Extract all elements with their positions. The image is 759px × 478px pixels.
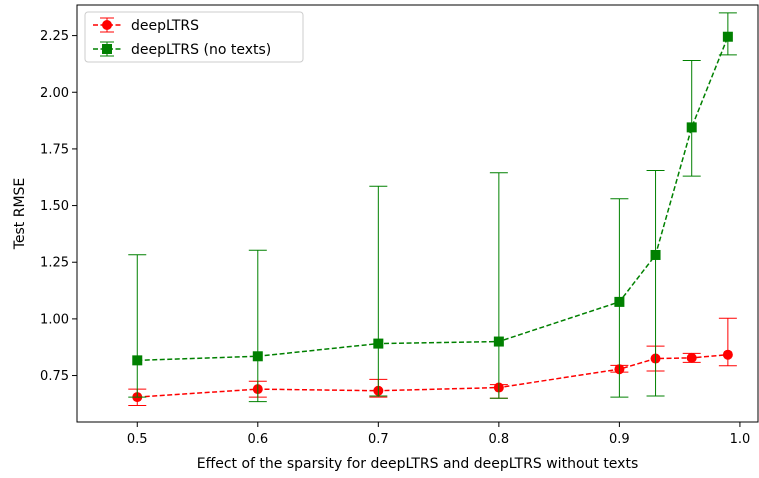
data-point-1-6 [686,122,697,133]
legend-box [84,11,304,63]
x-tick-label-3: 0.8 [489,432,510,447]
series-0 [128,317,737,406]
plot-frame [76,4,759,423]
x-tick-label-5: 1.0 [730,432,751,447]
x-axis-label: Effect of the sparsity for deepLTRS and … [197,456,639,472]
data-point-1-7 [722,31,733,42]
y-tick-label-3: 1.50 [40,199,69,214]
x-tick-label-1: 0.6 [247,432,268,447]
legend-label-1: deepLTRS (no texts) [131,42,271,58]
series-1 [128,12,737,403]
legend-label-0: deepLTRS [131,18,199,34]
axes-layer: 0.5 0.6 0.7 0.8 0.9 1.0 0.75 1.00 1.25 1.50 1.75 2.… [12,4,759,472]
data-point-0-7 [722,349,733,360]
y-tick-label-0: 0.75 [40,369,69,384]
y-tick-label-6: 2.25 [40,29,69,44]
x-tick-label-0: 0.5 [127,432,148,447]
y-axis-label: Test RMSE [12,178,28,251]
legend-marker-1 [102,44,112,54]
data-point-1-2 [373,338,384,349]
data-point-1-4 [614,296,625,307]
data-point-1-1 [252,351,263,362]
y-tick-label-5: 2.00 [40,86,69,101]
data-point-1-3 [493,336,504,347]
series-layer [128,12,737,406]
series-line-0 [137,353,728,398]
legend-marker-0 [102,20,112,30]
data-point-0-6 [686,352,697,363]
y-tick-label-4: 1.75 [40,142,69,157]
series-line-1 [137,36,729,362]
x-tick-label-4: 0.9 [609,432,630,447]
y-tick-label-2: 1.25 [40,256,69,271]
y-tick-label-1: 1.00 [40,312,69,327]
data-point-1-5 [650,249,661,260]
data-point-1-0 [132,355,143,366]
x-tick-label-2: 0.7 [368,432,389,447]
legend: deepLTRS deepLTRS (no texts) [84,11,304,63]
